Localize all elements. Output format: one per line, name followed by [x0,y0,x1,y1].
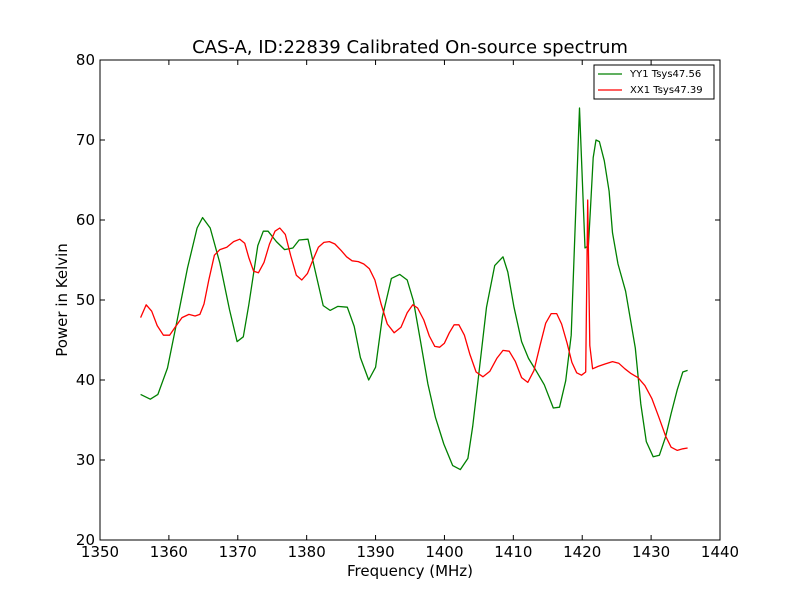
x-tick-label: 1350 [81,543,119,561]
series-layer [140,107,688,471]
y-tick-label: 80 [76,51,95,69]
legend: YY1 Tsys47.56 XX1 Tsys47.39 [593,64,715,100]
x-tick-label: 1390 [356,543,394,561]
x-tick-label: 1430 [632,543,670,561]
ticks-layer: 1350 1360 1370 1380 1390 1400 1410 1420 1430 1440… [76,51,739,561]
x-tick-label: 1410 [494,543,532,561]
y-tick-label: 60 [76,211,95,229]
y-axis-label: Power in Kelvin [53,243,71,357]
y-tick-label: 50 [76,291,95,309]
x-tick-label: 1370 [219,543,257,561]
series-line-yy1 [140,107,688,471]
x-tick-label: 1360 [150,543,188,561]
y-tick-label: 40 [76,371,95,389]
x-tick-label: 1420 [563,543,601,561]
x-axis-label: Frequency (MHz) [347,562,473,580]
legend-label-yy1: YY1 Tsys47.56 [629,69,701,80]
legend-label-xx1: XX1 Tsys47.39 [630,85,703,96]
y-tick-label: 30 [76,451,95,469]
y-tick-label: 70 [76,131,95,149]
y-tick-label: 20 [76,531,95,549]
x-tick-label: 1380 [288,543,326,561]
x-tick-label: 1440 [701,543,739,561]
chart-title: CAS-A, ID:22839 Calibrated On-source spe… [192,37,628,58]
series-line-xx1 [140,199,688,452]
x-tick-label: 1400 [425,543,463,561]
legend-box [593,64,715,100]
